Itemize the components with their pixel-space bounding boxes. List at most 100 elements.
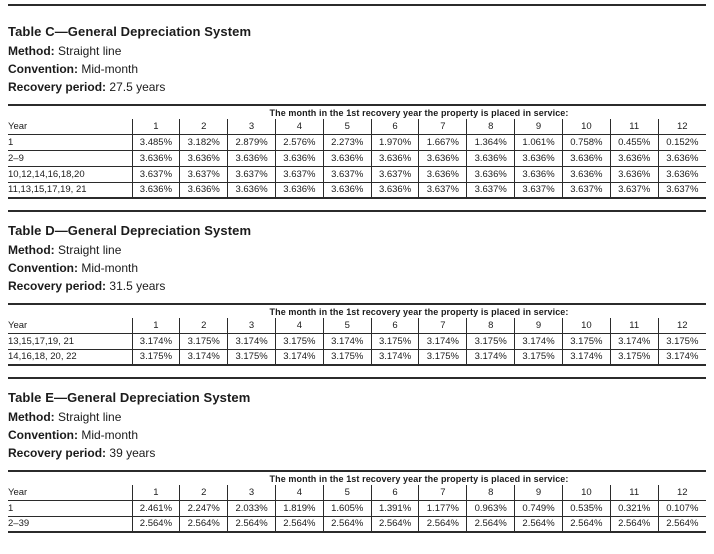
year-column-header: Year xyxy=(8,119,132,135)
method-value: Straight line xyxy=(58,243,122,257)
rate-cell: 3.636% xyxy=(131,150,180,167)
rate-cell: 0.455% xyxy=(609,134,659,151)
year-column-header: Year xyxy=(8,318,132,334)
month-column-header: 4 xyxy=(274,485,324,501)
month-column-header: 3 xyxy=(227,318,276,334)
rate-cell: 3.175% xyxy=(274,333,324,350)
rate-cell: 3.636% xyxy=(466,166,515,183)
rate-cell: 3.636% xyxy=(657,150,706,167)
convention-label: Convention: xyxy=(8,428,78,442)
rate-cell: 3.174% xyxy=(179,349,228,366)
month-column-header: 5 xyxy=(322,485,372,501)
rate-cell: 3.637% xyxy=(418,182,467,199)
month-column-header: 2 xyxy=(179,119,228,135)
rate-cell: 3.637% xyxy=(561,182,611,199)
month-column-header: 8 xyxy=(466,318,515,334)
columns-header-row: Year 1 2 3 4 5 6 7 8 9 10 11 12 xyxy=(8,119,706,135)
span-header-spacer xyxy=(8,471,132,485)
convention-line: Convention: Mid-month xyxy=(8,262,706,275)
rate-cell: 3.636% xyxy=(609,166,659,183)
depreciation-table-e: The month in the 1st recovery year the p… xyxy=(8,470,706,533)
rate-cell: 3.174% xyxy=(514,333,563,350)
rate-cell: 3.174% xyxy=(322,333,372,350)
method-line: Method: Straight line xyxy=(8,411,706,424)
month-column-header: 9 xyxy=(514,119,563,135)
rate-cell: 3.637% xyxy=(609,182,659,199)
month-column-header: 3 xyxy=(227,485,276,501)
rate-cell: 3.182% xyxy=(179,134,228,151)
rate-cell: 3.174% xyxy=(227,333,276,350)
rate-cell: 3.174% xyxy=(418,333,467,350)
table-row: 2–9 3.636% 3.636% 3.636% 3.636% 3.636% 3.636% 3… xyxy=(8,150,706,167)
rate-cell: 3.636% xyxy=(514,150,563,167)
rate-cell: 3.636% xyxy=(322,182,372,199)
rate-cell: 2.564% xyxy=(370,516,419,533)
month-column-header: 2 xyxy=(179,485,228,501)
table-row: 1 3.485% 3.182% 2.879% 2.576% 2.273% 1.970% 1.6… xyxy=(8,134,706,151)
rate-cell: 3.637% xyxy=(466,182,515,199)
rate-cell: 0.963% xyxy=(466,500,515,517)
year-row-label: 1 xyxy=(8,134,132,151)
year-row-label: 11,13,15,17,19, 21 xyxy=(8,182,132,199)
method-line: Method: Straight line xyxy=(8,244,706,257)
rate-cell: 3.636% xyxy=(131,182,180,199)
month-column-header: 12 xyxy=(657,485,706,501)
recovery-period-value: 27.5 years xyxy=(109,80,166,94)
recovery-period-line: Recovery period: 31.5 years xyxy=(8,280,706,293)
rate-cell: 3.636% xyxy=(514,166,563,183)
span-header-row: The month in the 1st recovery year the p… xyxy=(8,105,706,119)
rate-cell: 0.758% xyxy=(561,134,611,151)
rate-cell: 1.819% xyxy=(274,500,324,517)
month-column-header: 10 xyxy=(561,119,611,135)
rate-cell: 3.175% xyxy=(227,349,276,366)
recovery-period-label: Recovery period: xyxy=(8,446,107,460)
year-row-label: 10,12,14,16,18,20 xyxy=(8,166,132,183)
rate-cell: 3.636% xyxy=(657,166,706,183)
recovery-period-line: Recovery period: 39 years xyxy=(8,447,706,460)
table-c-title: Table C—General Depreciation System xyxy=(8,24,252,39)
month-column-header: 1 xyxy=(131,485,180,501)
rate-cell: 3.636% xyxy=(179,182,228,199)
recovery-period-value: 39 years xyxy=(109,446,156,460)
method-value: Straight line xyxy=(58,44,122,58)
month-column-header: 12 xyxy=(657,119,706,135)
rate-cell: 2.564% xyxy=(274,516,324,533)
rate-cell: 3.636% xyxy=(227,182,276,199)
rate-cell: 3.174% xyxy=(561,349,611,366)
rate-cell: 2.564% xyxy=(131,516,180,533)
rate-cell: 3.637% xyxy=(370,166,419,183)
month-column-header: 11 xyxy=(609,485,659,501)
rate-cell: 3.636% xyxy=(609,150,659,167)
rate-cell: 3.636% xyxy=(179,150,228,167)
rate-cell: 3.174% xyxy=(657,349,706,366)
rate-cell: 3.175% xyxy=(322,349,372,366)
rate-cell: 3.636% xyxy=(274,182,324,199)
columns-header-row: Year 1 2 3 4 5 6 7 8 9 10 11 12 xyxy=(8,318,706,334)
page: Table C—General Depreciation System Meth… xyxy=(8,4,706,533)
section-table-c: Table C—General Depreciation System Meth… xyxy=(8,4,706,199)
year-row-label: 2–9 xyxy=(8,150,132,167)
month-column-header: 5 xyxy=(322,318,372,334)
rate-cell: 2.033% xyxy=(227,500,276,517)
section-table-d: Table D—General Depreciation System Meth… xyxy=(8,210,706,366)
month-column-header: 7 xyxy=(418,318,467,334)
rate-cell: 2.247% xyxy=(179,500,228,517)
rate-cell: 3.636% xyxy=(466,150,515,167)
rate-cell: 2.576% xyxy=(274,134,324,151)
horizontal-rule xyxy=(8,377,706,379)
months-span-header: The month in the 1st recovery year the p… xyxy=(269,306,569,317)
rate-cell: 2.564% xyxy=(179,516,228,533)
table-row: 11,13,15,17,19, 21 3.636% 3.636% 3.636% 3.63… xyxy=(8,182,706,199)
span-header-spacer xyxy=(8,105,132,119)
rate-cell: 1.391% xyxy=(370,500,419,517)
rate-cell: 0.749% xyxy=(514,500,563,517)
rate-cell: 3.637% xyxy=(322,166,372,183)
recovery-period-label: Recovery period: xyxy=(8,80,107,94)
recovery-period-line: Recovery period: 27.5 years xyxy=(8,81,706,94)
rate-cell: 2.461% xyxy=(131,500,180,517)
rate-cell: 2.564% xyxy=(227,516,276,533)
rate-cell: 3.174% xyxy=(274,349,324,366)
convention-value: Mid-month xyxy=(81,261,139,275)
year-row-label: 2–39 xyxy=(8,516,132,533)
